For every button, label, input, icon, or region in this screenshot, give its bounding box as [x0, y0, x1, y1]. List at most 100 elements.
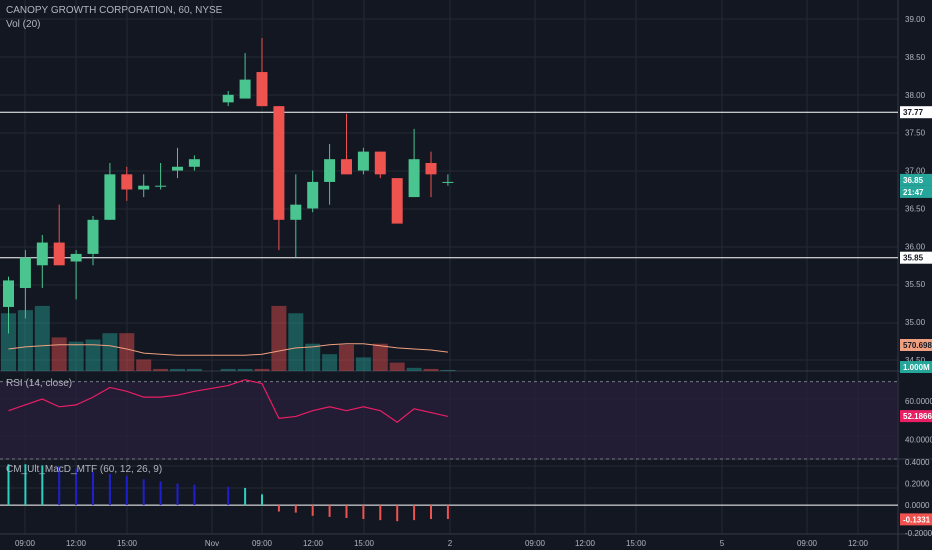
price-tick-label: 35.50	[905, 280, 926, 289]
volume-bar	[1, 313, 16, 371]
line-label-upper-bg	[900, 106, 932, 119]
rsi-tick-label: 60.0000	[905, 397, 932, 406]
time-label: 09:00	[252, 539, 273, 548]
price-tags: 37.77 35.85 36.85 21:47 570.698K 1.000M 52.186…	[900, 106, 932, 538]
time-label: 09:00	[797, 539, 818, 548]
volume-bar	[220, 368, 236, 371]
time-label: 2	[448, 539, 453, 548]
candle-body	[70, 253, 82, 262]
time-label: 15:00	[354, 539, 375, 548]
candle-body	[374, 151, 386, 175]
volume-bar	[170, 368, 185, 371]
price-tick-label: 37.00	[905, 167, 926, 176]
volume-bar	[322, 354, 338, 371]
volume-bar	[237, 368, 253, 371]
volume-bar	[102, 333, 118, 371]
time-label: 12:00	[575, 539, 596, 548]
volume-bar	[355, 357, 371, 371]
symbol-title[interactable]: CANOPY GROWTH CORPORATION, 60, NYSE	[6, 5, 223, 16]
candle-body	[3, 280, 14, 307]
price-tick-label: 36.50	[905, 204, 926, 213]
time-label: 15:00	[117, 539, 138, 548]
time-label: 09:00	[15, 539, 36, 548]
volume-bar	[51, 337, 67, 371]
volume-bar	[372, 343, 388, 371]
candle-body	[324, 159, 336, 182]
macd-tick-label: 0.0000	[905, 501, 930, 510]
volume-base-tag-bg	[900, 361, 932, 373]
candle-body	[307, 181, 319, 209]
price-tick-label: 39.00	[905, 15, 926, 24]
volume-bar	[119, 333, 135, 371]
candle-body	[104, 174, 116, 220]
candle-body	[239, 79, 251, 99]
volume-ma-tag-bg	[900, 339, 932, 351]
candle-body	[87, 219, 99, 254]
volume-bar	[85, 339, 101, 371]
time-label: 12:00	[66, 539, 87, 548]
time-axis[interactable]: 09:00 12:00 15:00 Nov 09:00 12:00 15:00 2 09:00 1…	[15, 539, 869, 548]
candle-body	[290, 204, 302, 220]
macd-legend[interactable]: CM_Ult_MacD_MTF (60, 12, 26, 9)	[6, 464, 162, 475]
volume-bars	[1, 305, 456, 371]
price-tick-label: 38.50	[905, 53, 926, 62]
last-price-tag: 36.85	[903, 176, 924, 185]
rsi-current-tag-bg	[900, 410, 932, 423]
line-label-lower: 35.85	[903, 254, 924, 263]
volume-ma-line	[8, 343, 448, 356]
volume-bar	[153, 368, 169, 371]
rsi-tick-label: 40.0000	[905, 436, 932, 445]
price-tick-label: 38.00	[905, 91, 926, 100]
candle-body	[341, 159, 352, 175]
horizontal-lines[interactable]	[0, 111, 898, 259]
price-tick-label: 34.50	[905, 356, 926, 365]
macd-tick-label: 0.2000	[905, 480, 930, 489]
volume-bar	[389, 362, 405, 371]
rsi-band	[0, 381, 898, 459]
candle-body	[172, 166, 183, 171]
volume-bar	[254, 368, 270, 371]
volume-legend[interactable]: Vol (20)	[6, 19, 40, 30]
volume-bar	[34, 305, 50, 371]
volume-ma-tag: 570.698K	[903, 341, 932, 350]
time-label: 15:00	[626, 539, 647, 548]
last-price-tag-bg	[900, 173, 932, 186]
macd-current-tag: -0.1331	[903, 515, 931, 524]
candle-body	[391, 178, 403, 224]
volume-bar	[271, 305, 287, 371]
candle-body	[442, 181, 454, 183]
macd-bottom-label: -0.2000	[905, 529, 932, 538]
volume-bar	[305, 343, 321, 371]
volume-bar	[68, 341, 84, 371]
time-label: Nov	[205, 539, 219, 548]
volume-bar	[406, 367, 422, 371]
candle-body	[357, 151, 369, 171]
volume-bar	[440, 369, 456, 371]
rsi-legend[interactable]: RSI (14, close)	[6, 378, 72, 389]
candle-body	[155, 185, 167, 187]
candle-body	[222, 94, 234, 103]
candle-body	[425, 162, 437, 175]
candle-body	[188, 159, 200, 167]
rsi-pane	[0, 379, 898, 460]
candle-body	[256, 72, 268, 107]
price-tick-label: 35.00	[905, 318, 926, 327]
macd-current-tag-bg	[900, 513, 932, 526]
price-axes[interactable]: 39.00 38.50 38.00 37.50 37.00 36.50 36.00 35.50…	[905, 15, 932, 510]
candle-body	[19, 257, 31, 289]
countdown-tag: 21:47	[903, 188, 924, 197]
volume-bar	[136, 359, 152, 371]
candles	[3, 37, 454, 334]
candle-body	[408, 159, 420, 198]
rsi-current-tag: 52.1866	[903, 412, 932, 421]
candle-body	[53, 242, 65, 266]
line-label-upper: 37.77	[903, 108, 924, 117]
price-tick-label: 37.50	[905, 129, 926, 138]
volume-bar	[186, 368, 202, 371]
candle-body	[138, 185, 150, 190]
line-label-lower-bg	[900, 251, 932, 264]
countdown-tag-bg	[900, 185, 932, 198]
price-tick-label: 36.00	[905, 242, 926, 251]
time-label: 5	[720, 539, 725, 548]
